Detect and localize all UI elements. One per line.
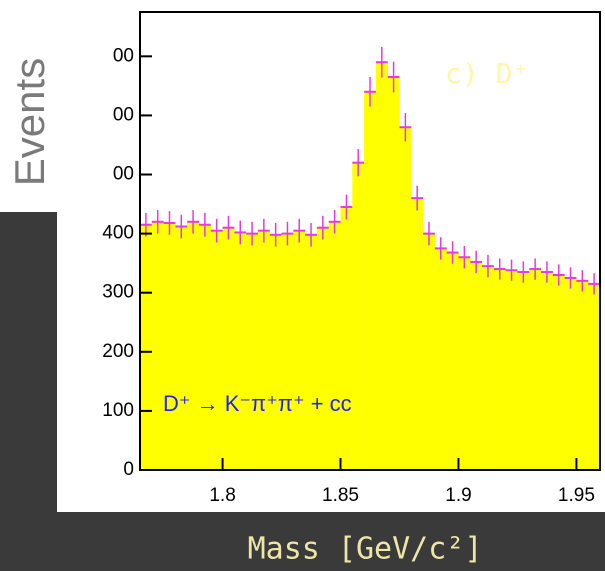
y-axis-label: Events <box>6 58 53 186</box>
bar <box>458 257 471 470</box>
bar <box>151 221 164 470</box>
bar <box>576 280 589 470</box>
x-tick-label: 1.85 <box>322 485 359 506</box>
bar <box>411 198 424 470</box>
bar <box>529 269 542 470</box>
bar <box>281 233 294 470</box>
x-axis-label: Mass [GeV/c²] <box>248 532 483 567</box>
y-tick-label: 00 <box>113 164 134 185</box>
bar <box>234 232 247 470</box>
y-tick-label: 100 <box>102 400 134 421</box>
y-tick-label: 00 <box>113 45 134 66</box>
x-tick-label: 1.9 <box>445 485 471 506</box>
bar <box>175 226 188 470</box>
bar <box>140 224 153 470</box>
plot-area: 0 100 200 300 400 00 00 00 1.8 1.85 1.9 1.95 c) D⁺ D⁺… <box>102 11 601 506</box>
bar <box>493 269 506 470</box>
annotation: D⁺ → K⁻π⁺π⁺ + cc <box>163 391 352 416</box>
bar <box>423 233 436 470</box>
y-tick-label: 300 <box>102 282 134 303</box>
bar <box>187 221 200 470</box>
bar <box>364 91 377 471</box>
bar <box>269 234 282 470</box>
bar <box>482 266 495 470</box>
bar <box>517 272 530 470</box>
bar <box>246 233 259 470</box>
bar <box>293 230 306 470</box>
bar <box>198 224 212 470</box>
bar <box>340 207 353 470</box>
bar <box>210 230 223 470</box>
bar <box>222 227 235 470</box>
bar <box>387 77 400 470</box>
bar <box>328 221 341 470</box>
bar <box>446 252 459 470</box>
y-tick-label: 0 <box>123 459 134 480</box>
bar <box>352 162 365 470</box>
bar <box>163 222 176 470</box>
bar <box>375 62 388 470</box>
x-tick-label: 1.8 <box>209 485 235 506</box>
bar <box>564 277 577 470</box>
bar <box>552 274 565 470</box>
bar <box>399 127 412 470</box>
annotation: c) D⁺ <box>445 57 529 90</box>
y-tick-label: 200 <box>102 341 134 362</box>
bar <box>257 230 271 470</box>
bar <box>316 227 330 470</box>
bar <box>434 248 447 470</box>
y-label-panel <box>0 0 57 212</box>
axes-frame <box>139 11 601 471</box>
y-tick-label: 00 <box>113 104 134 125</box>
bar <box>541 272 554 470</box>
x-tick-label: 1.95 <box>558 485 595 506</box>
bar <box>470 261 483 470</box>
bar <box>305 234 318 470</box>
y-tick-label: 400 <box>102 223 134 244</box>
bar <box>505 270 518 470</box>
bar <box>588 283 601 470</box>
